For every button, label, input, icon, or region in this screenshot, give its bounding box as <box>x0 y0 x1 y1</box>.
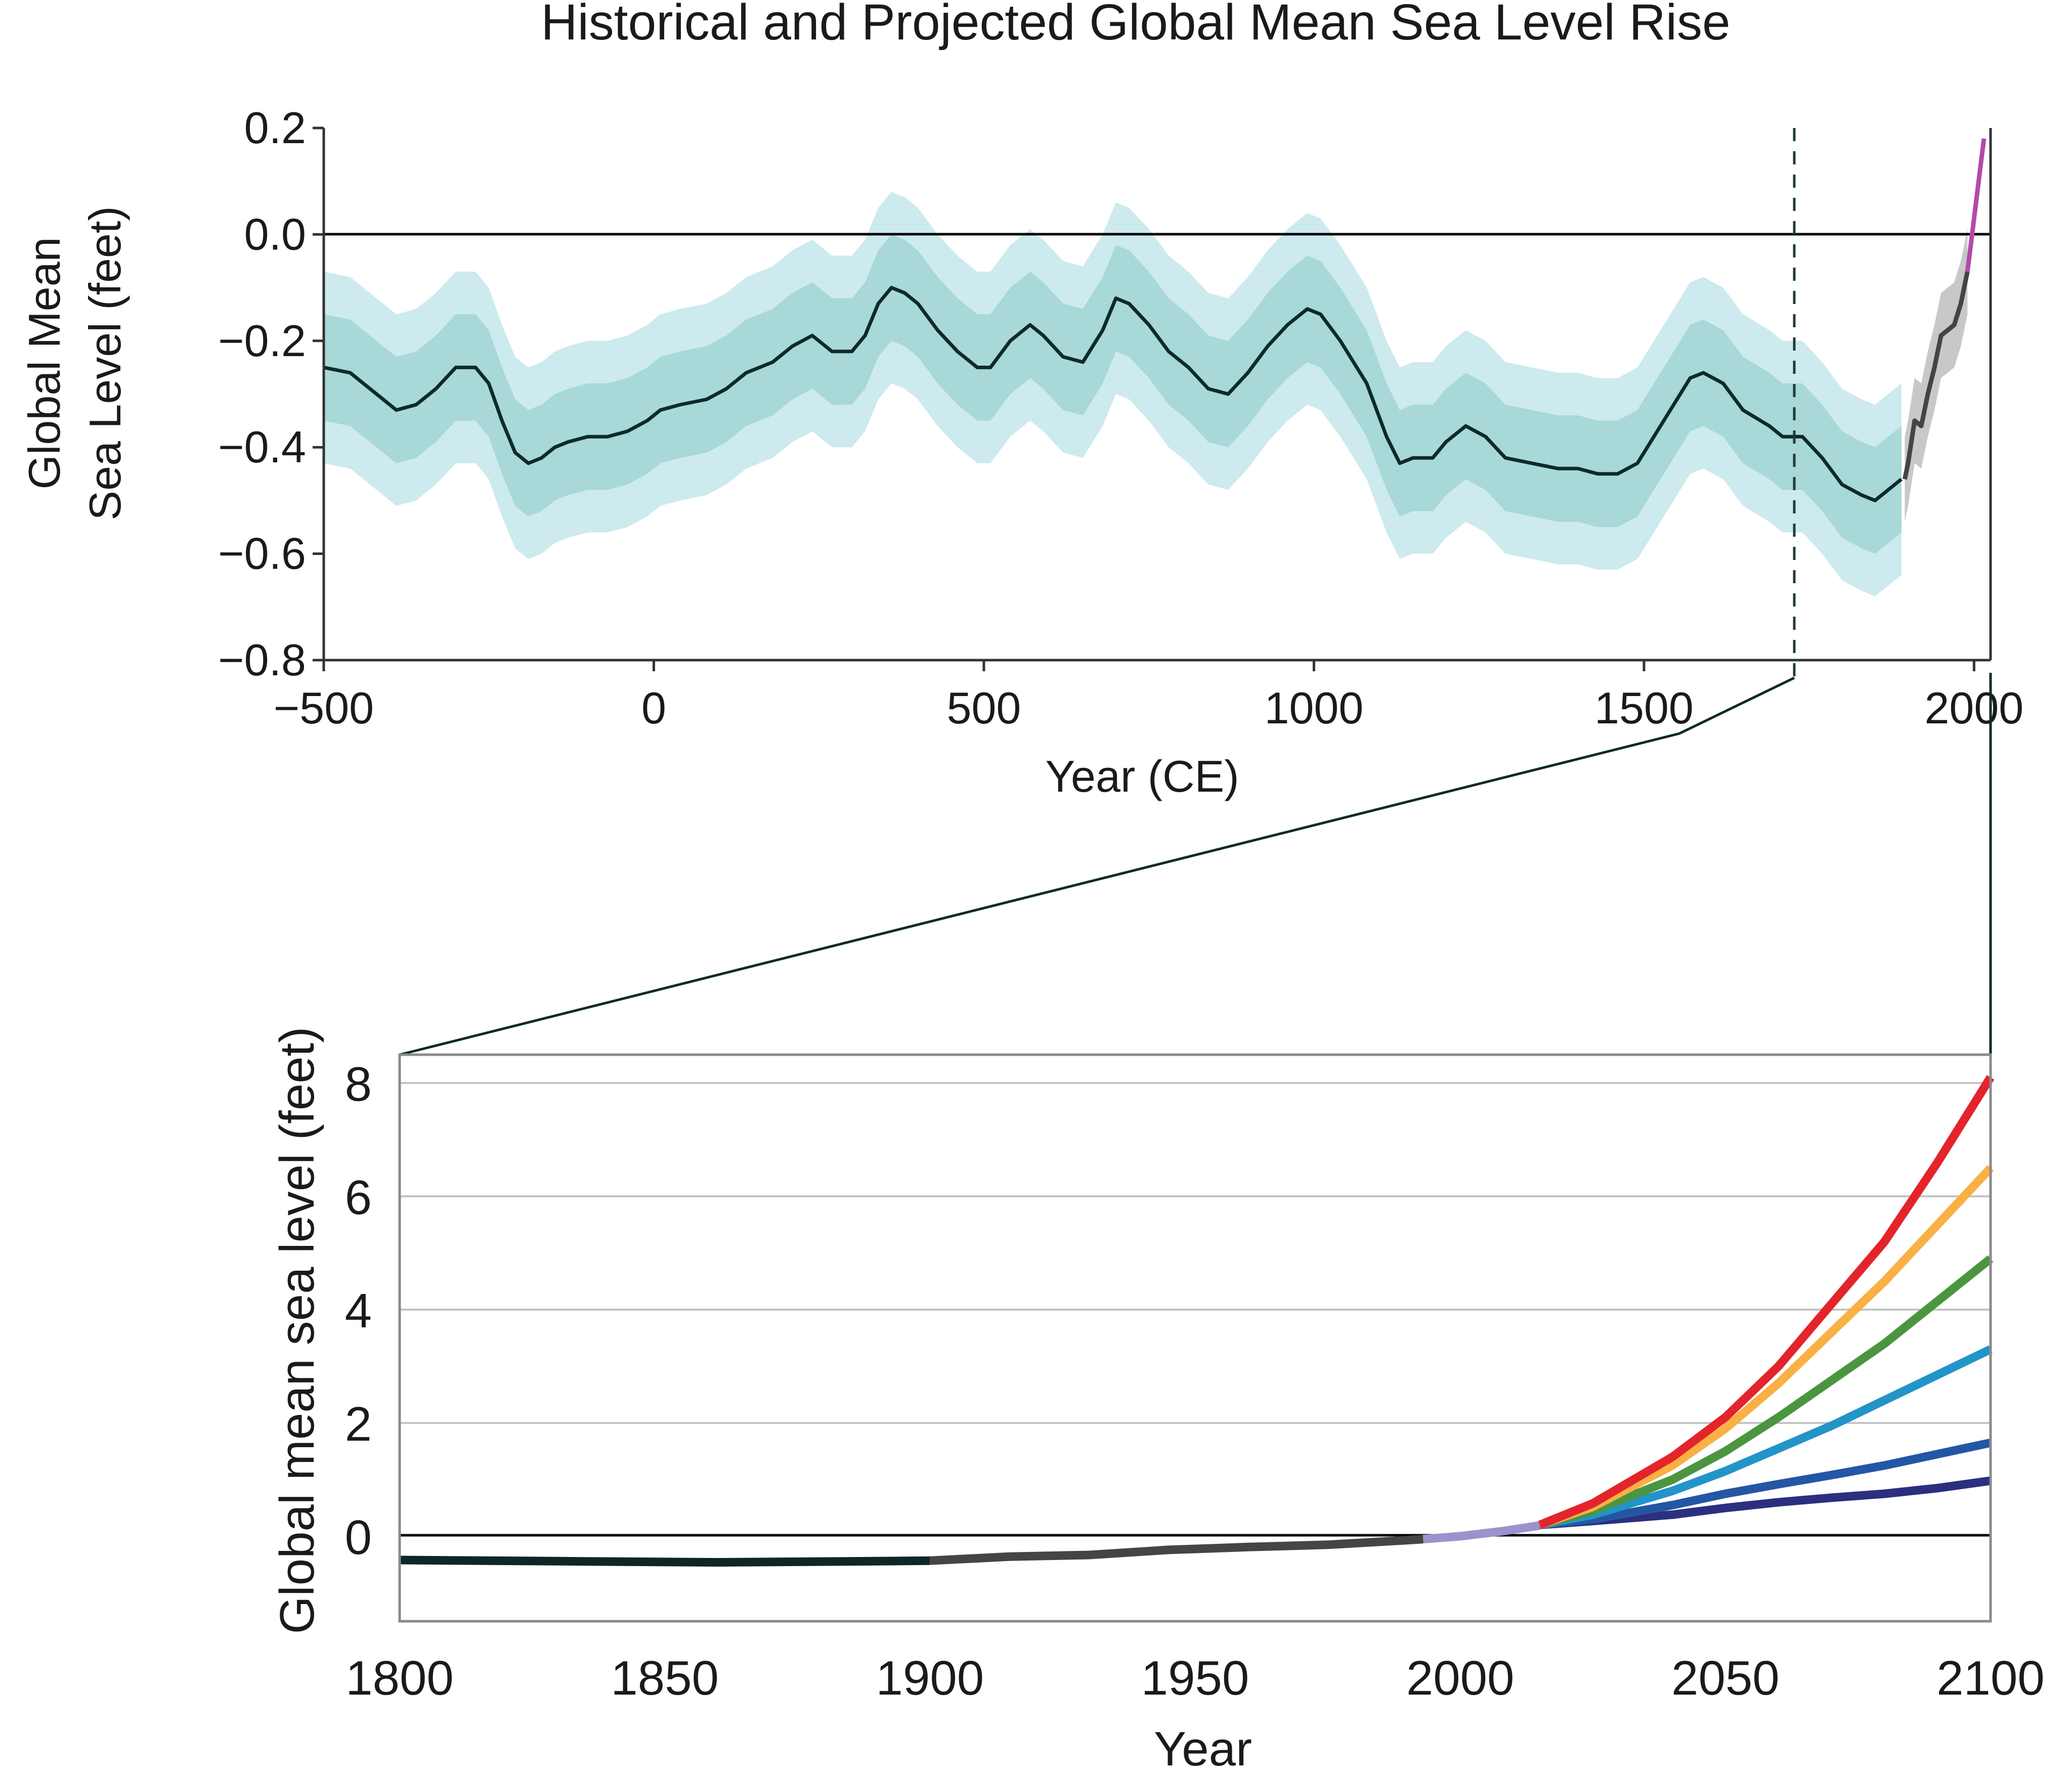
top-panel: −0.8 −0.6 −0.4 −0.2 0.0 0.2 −500 0 500 1000 1500 2… <box>19 103 2023 801</box>
bottom-x-tick-label: 2050 <box>1671 1651 1780 1705</box>
bottom-y-tick-label: 2 <box>345 1397 372 1451</box>
bottom-y-ticks: 0 2 4 6 8 <box>345 1057 372 1565</box>
bottom-x-tick-label: 2000 <box>1406 1651 1515 1705</box>
top-x-tick-label: 500 <box>947 683 1021 733</box>
top-y-tick-label: 0.2 <box>244 103 306 153</box>
tide-gauge-band <box>1905 229 1968 522</box>
top-x-tick-label: 1500 <box>1594 683 1694 733</box>
bottom-scenario-3-line <box>1539 1345 1993 1529</box>
top-y-tick-label: −0.4 <box>218 422 306 472</box>
top-x-tick-label: −500 <box>274 683 374 733</box>
zoom-connector-left <box>399 676 1795 1056</box>
bottom-x-tick-label: 1800 <box>346 1651 454 1705</box>
top-series-lines <box>323 138 1987 502</box>
bottom-series-lines <box>399 1075 1995 1567</box>
bottom-scenario-4-line <box>1538 1255 1994 1529</box>
bottom-satellite-line <box>1422 1521 1541 1544</box>
bottom-grid <box>400 1082 1991 1424</box>
bottom-tide-gauge-line <box>929 1535 1423 1565</box>
top-y-tick-label: −0.6 <box>218 529 306 579</box>
bottom-scenario-5-line <box>1538 1165 1994 1529</box>
bottom-scenario-6-line <box>1538 1075 1995 1529</box>
bottom-x-tick-label: 1950 <box>1141 1651 1249 1705</box>
bottom-y-tick-label: 8 <box>345 1057 372 1111</box>
top-tide-gauge-line <box>1902 271 1970 480</box>
figure-title: Historical and Projected Global Mean Sea… <box>541 0 1730 51</box>
bottom-y-axis-label: Global mean sea level (feet) <box>270 1027 324 1634</box>
top-y-axis-label-line1: Global Mean <box>19 237 69 490</box>
bottom-x-tick-label: 2100 <box>1936 1651 2045 1705</box>
top-y-tick-label: 0.0 <box>244 209 306 259</box>
top-x-tick-label: 1000 <box>1265 683 1364 733</box>
top-y-axis-label-line2: Sea Level (feet) <box>80 206 130 520</box>
bottom-y-tick-label: 6 <box>345 1171 372 1225</box>
bottom-x-ticks: 1800 1850 1900 1950 2000 2050 2100 <box>346 1651 2045 1705</box>
bottom-scenario-2-line <box>1539 1438 1992 1530</box>
top-y-tick-label: −0.2 <box>218 316 306 366</box>
top-x-axis-label: Year (CE) <box>1045 751 1239 801</box>
top-x-tick-label: 2000 <box>1924 683 2023 733</box>
bottom-x-tick-label: 1900 <box>876 1651 984 1705</box>
bottom-y-tick-label: 0 <box>345 1510 372 1565</box>
top-y-tick-label: −0.8 <box>218 635 306 685</box>
bottom-frame <box>398 1053 1992 1623</box>
bottom-x-tick-label: 1850 <box>611 1651 719 1705</box>
bottom-x-axis-label: Year <box>1154 1722 1252 1773</box>
top-reconstruction-line <box>323 286 1903 502</box>
top-x-tick-label: 0 <box>641 683 666 733</box>
bottom-reconstruction-line <box>399 1555 930 1567</box>
top-y-ticks: −0.8 −0.6 −0.4 −0.2 0.0 0.2 <box>218 103 324 685</box>
bottom-y-tick-label: 4 <box>345 1284 372 1338</box>
top-x-ticks: −500 0 500 1000 1500 2000 <box>274 660 2023 733</box>
top-uncertainty-bands <box>324 192 1968 596</box>
top-satellite-line <box>1965 138 1987 272</box>
reconstruction-inner-band <box>324 234 1902 554</box>
